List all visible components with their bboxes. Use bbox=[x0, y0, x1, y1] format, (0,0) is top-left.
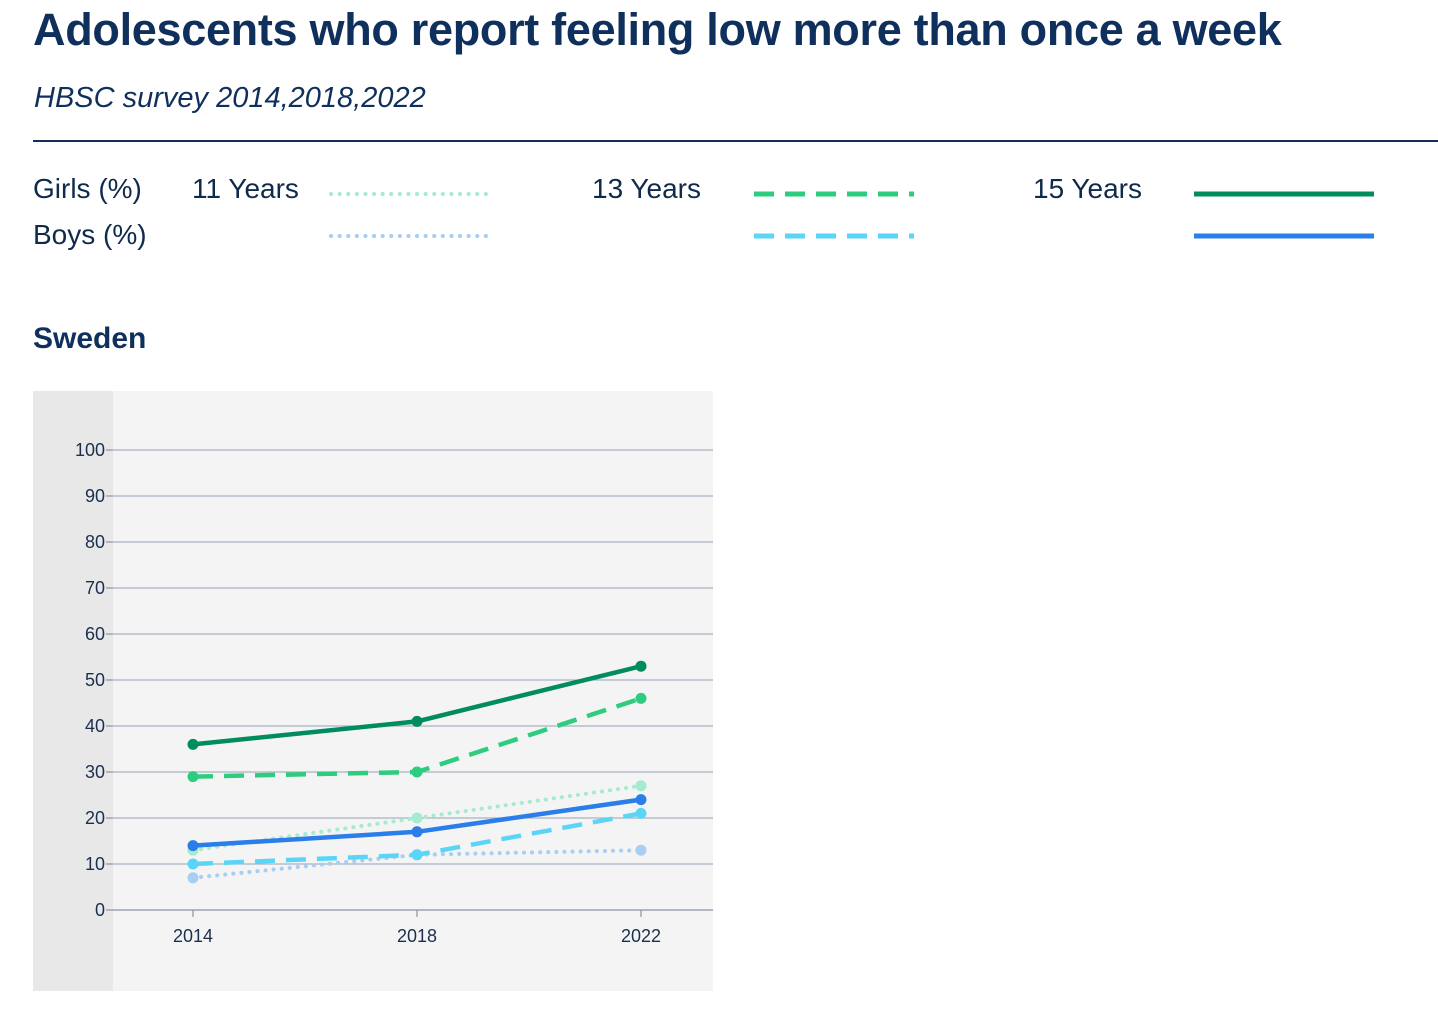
legend-15-years-label: 15 Years bbox=[1033, 173, 1142, 204]
legend-11-years-label: 11 Years bbox=[192, 173, 299, 204]
y-tick-label-80: 80 bbox=[85, 532, 105, 552]
series-line-girls-15-years bbox=[192, 664, 642, 747]
y-tick-label-10: 10 bbox=[85, 854, 105, 874]
point-boys-11-years-2014 bbox=[187, 872, 199, 884]
point-girls-11-years-2022 bbox=[635, 780, 647, 792]
y-tick-label-100: 100 bbox=[75, 440, 105, 460]
point-boys-15-years-2022 bbox=[635, 794, 647, 806]
y-tick-label-30: 30 bbox=[85, 762, 105, 782]
line-chart: 0 10 20 30 40 50 60 70 80 90 100 2014 2018 2022 bbox=[75, 440, 713, 946]
legend-girls-label: Girls (%) bbox=[33, 173, 142, 204]
point-girls-15-years-2018 bbox=[411, 715, 423, 727]
y-tick-label-0: 0 bbox=[95, 900, 105, 920]
x-tick-label-2014: 2014 bbox=[173, 926, 213, 946]
y-tick-label-90: 90 bbox=[85, 486, 105, 506]
y-tick-label-70: 70 bbox=[85, 578, 105, 598]
y-tick-label-50: 50 bbox=[85, 670, 105, 690]
point-boys-15-years-2014 bbox=[187, 840, 199, 852]
legend-swatches bbox=[329, 191, 1374, 239]
legend-boys-label: Boys (%) bbox=[33, 219, 147, 250]
x-tick-label-2022: 2022 bbox=[621, 926, 661, 946]
point-girls-13-years-2022 bbox=[635, 692, 647, 704]
y-tick-label-20: 20 bbox=[85, 808, 105, 828]
point-boys-13-years-2018 bbox=[411, 849, 423, 861]
title-divider bbox=[33, 140, 1438, 142]
y-tick-label-40: 40 bbox=[85, 716, 105, 736]
point-boys-13-years-2014 bbox=[187, 858, 199, 870]
y-tick-label-60: 60 bbox=[85, 624, 105, 644]
x-tick-label-2018: 2018 bbox=[397, 926, 437, 946]
point-boys-15-years-2018 bbox=[411, 826, 423, 838]
point-boys-11-years-2022 bbox=[635, 844, 647, 856]
point-girls-15-years-2022 bbox=[635, 660, 647, 672]
point-girls-13-years-2018 bbox=[411, 766, 423, 778]
chart-subtitle: HBSC survey 2014,2018,2022 bbox=[34, 82, 426, 114]
country-title: Sweden bbox=[33, 322, 147, 355]
point-girls-15-years-2014 bbox=[187, 738, 199, 750]
chart-title: Adolescents who report feeling low more … bbox=[33, 4, 1282, 55]
y-axis-band bbox=[33, 391, 113, 991]
chart-panel: 0 10 20 30 40 50 60 70 80 90 100 2014 2018 2022 bbox=[33, 391, 713, 991]
point-girls-11-years-2018 bbox=[411, 812, 423, 824]
legend-13-years-label: 13 Years bbox=[592, 173, 701, 204]
point-girls-13-years-2014 bbox=[187, 771, 199, 783]
point-boys-13-years-2022 bbox=[635, 807, 647, 819]
